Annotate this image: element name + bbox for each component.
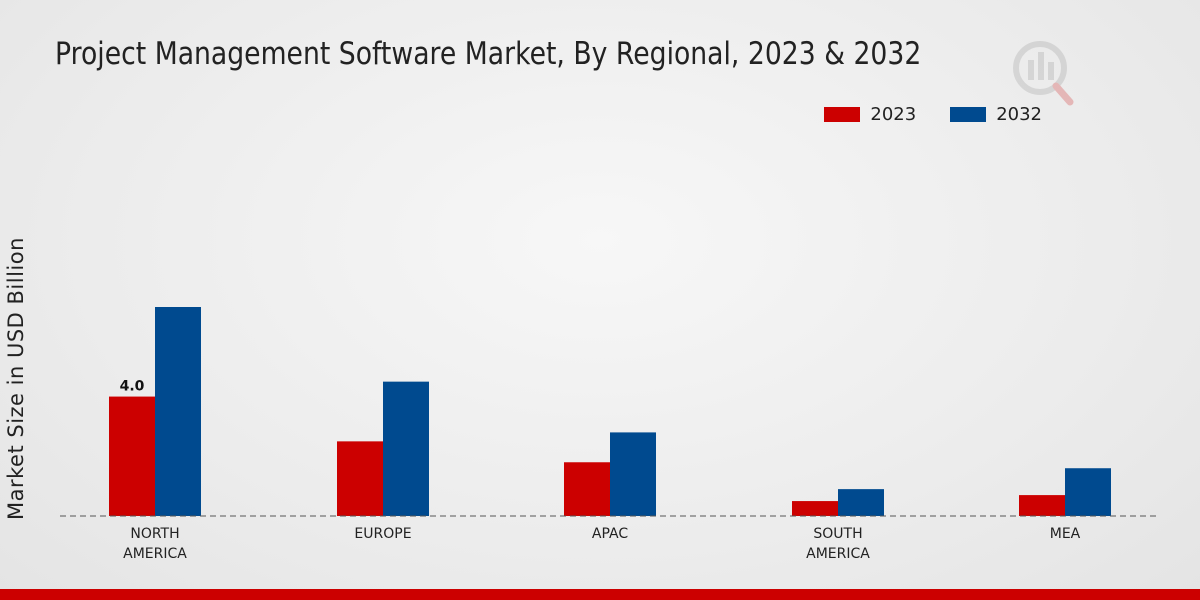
legend-label-2023: 2023 — [870, 104, 917, 125]
legend-swatch-2032 — [950, 107, 987, 122]
data-label-0: 4.0 — [120, 379, 145, 395]
x-tick-label-2-0: APAC — [592, 526, 628, 542]
x-tick-label-3-0: SOUTH — [813, 526, 862, 542]
x-tick-label-4-0: MEA — [1050, 526, 1081, 542]
legend-item-2032: 2032 — [950, 104, 1042, 125]
bar-2032-4 — [1065, 468, 1111, 516]
x-tick-label-3-1: AMERICA — [806, 546, 870, 562]
bar-2023-2 — [564, 462, 610, 516]
bar-2032-3 — [838, 489, 884, 516]
legend-item-2023: 2023 — [824, 104, 916, 125]
bar-2023-0 — [109, 396, 155, 516]
x-tick-label-1-0: EUROPE — [354, 526, 411, 542]
bar-2032-1 — [383, 381, 429, 516]
bar-2023-4 — [1019, 495, 1065, 516]
x-tick-label-0-0: NORTH — [130, 526, 179, 542]
bar-2023-1 — [337, 441, 383, 516]
x-tick-label-0-1: AMERICA — [123, 546, 187, 562]
chart-title: Project Management Software Market, By R… — [55, 36, 922, 72]
bar-2032-0 — [155, 307, 201, 516]
bottom-accent-bar — [0, 589, 1200, 600]
legend-swatch-2023 — [824, 107, 861, 122]
bar-2023-3 — [792, 501, 838, 516]
legend-label-2032: 2032 — [996, 104, 1042, 125]
bar-2032-2 — [610, 432, 656, 516]
legend: 2023 2032 — [824, 104, 1042, 125]
watermark-logo-icon — [1013, 41, 1074, 106]
